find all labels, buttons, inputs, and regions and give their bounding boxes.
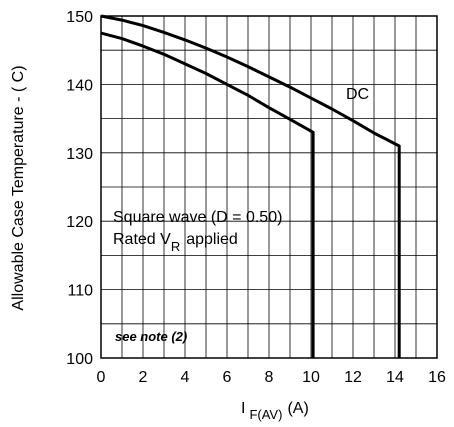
rated-vr-subscript: R [171,239,180,254]
series-line-dc [100,14,401,358]
y-tick-label: 110 [67,283,93,300]
grid [101,16,437,358]
x-tick-label: 8 [265,369,274,386]
x-tick-label: 0 [97,369,106,386]
x-tick-label: 4 [181,369,190,386]
y-tick-label: 140 [66,77,93,94]
series-line-square-wave [100,31,315,358]
y-tick-label: 100 [66,351,93,368]
x-tick-label: 6 [223,369,232,386]
x-tick-label: 12 [344,369,362,386]
x-axis-label-prefix: I [241,400,245,417]
x-tick-label: 16 [428,369,446,386]
x-axis-label: I F(AV) (A) [241,400,309,422]
x-axis-label-subscript: F(AV) [249,407,282,422]
series-group [100,14,401,358]
dc-label: DC [346,86,369,103]
plot-frame [100,15,438,359]
rated-vr-label: Rated VR applied [113,231,238,254]
y-axis-label: Allowable Case Temperature - ( C) [10,65,27,310]
x-tick-label: 2 [139,369,148,386]
y-tick-labels: 100 110 120 130 140 150 [66,9,93,368]
x-tick-label: 10 [302,369,320,386]
x-axis-label-suffix: (A) [287,400,308,417]
rated-vr-prefix: Rated V [113,231,171,248]
see-note: see note (2) [115,329,187,344]
square-wave-label: Square wave (D = 0.50) [113,209,282,226]
x-tick-label: 14 [386,369,404,386]
y-tick-label: 130 [66,146,93,163]
y-tick-label: 120 [66,214,93,231]
x-tick-labels: 0 2 4 6 8 10 12 14 16 [97,369,446,386]
y-tick-label: 150 [66,9,93,26]
rated-vr-suffix: applied [186,231,238,248]
